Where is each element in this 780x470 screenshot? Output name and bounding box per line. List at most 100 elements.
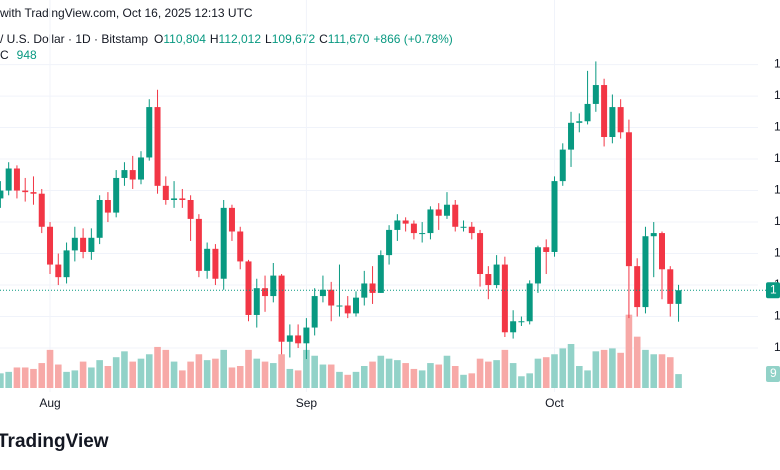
volume-bar bbox=[46, 349, 54, 388]
volume-bar bbox=[369, 361, 376, 388]
candle-body bbox=[369, 283, 376, 293]
candle-body bbox=[609, 107, 616, 138]
candle-body bbox=[63, 250, 70, 278]
volume-bar bbox=[576, 366, 583, 388]
volume-bar bbox=[121, 351, 128, 388]
y-tick-label: 1 bbox=[774, 120, 780, 134]
chart-title: with TradingView.com, Oct 16, 2025 12:13… bbox=[0, 6, 253, 20]
candle-body bbox=[468, 226, 475, 234]
volume-bar bbox=[311, 355, 318, 388]
volume-bar bbox=[443, 355, 451, 388]
candle-body bbox=[493, 264, 500, 286]
candle-body bbox=[568, 122, 575, 150]
candle-body bbox=[113, 177, 120, 213]
volume-bar bbox=[476, 358, 484, 388]
y-tick-label: 1 bbox=[774, 309, 780, 323]
ohlc-value: 111,670 bbox=[328, 32, 370, 46]
y-tick-label: 1 bbox=[774, 246, 780, 260]
volume-bar bbox=[104, 366, 112, 388]
y-tick-label: 1 bbox=[774, 151, 780, 165]
candle-body bbox=[501, 264, 508, 333]
volume-bar bbox=[5, 371, 12, 388]
candle-body bbox=[518, 321, 525, 323]
volume-bar bbox=[228, 367, 236, 388]
volume-bar bbox=[485, 361, 492, 388]
candle-body bbox=[220, 207, 227, 279]
volume-bar bbox=[509, 363, 517, 388]
ohlc-value: 109,672 bbox=[272, 32, 316, 46]
volume-bar bbox=[88, 367, 95, 388]
volume-bar bbox=[518, 376, 525, 388]
candle-body bbox=[286, 335, 293, 342]
candle-body bbox=[576, 121, 583, 123]
candle-body bbox=[245, 261, 252, 315]
last-volume-tag bbox=[766, 366, 780, 382]
volume-bar bbox=[427, 363, 434, 388]
candle-body bbox=[601, 85, 608, 138]
candle-body bbox=[154, 107, 161, 186]
volume-bar bbox=[170, 361, 178, 388]
volume-bar bbox=[402, 363, 409, 388]
candle-body bbox=[534, 247, 541, 284]
ohlc-legend: / U.S. Dollar · 1D · Bitstamp O110,804 H11… bbox=[0, 32, 453, 46]
volume-bar bbox=[377, 355, 385, 388]
y-tick-label: 1 bbox=[774, 214, 780, 228]
volume-bar bbox=[261, 361, 269, 388]
candle-body bbox=[510, 321, 517, 333]
candle-body bbox=[228, 207, 235, 232]
volume-bar bbox=[195, 354, 203, 388]
volume-bar bbox=[245, 349, 252, 388]
volume-bar bbox=[617, 352, 624, 388]
candle-body bbox=[295, 335, 302, 344]
candle-body bbox=[253, 288, 260, 315]
ohlc-prefix: O bbox=[154, 32, 163, 46]
candle-body bbox=[353, 297, 360, 314]
volume-bar bbox=[567, 344, 575, 388]
candle-body bbox=[38, 193, 45, 227]
volume-bar bbox=[112, 357, 120, 388]
candle-body bbox=[419, 233, 426, 235]
volume-bar bbox=[79, 361, 87, 388]
volume-bar bbox=[220, 349, 227, 388]
volume-bar bbox=[385, 358, 393, 388]
y-tick-label: 1 bbox=[774, 340, 780, 354]
candle-body bbox=[204, 248, 211, 271]
volume-bar bbox=[162, 349, 170, 388]
ohlc-prefix: L bbox=[265, 32, 272, 46]
x-tick-label: Oct bbox=[545, 396, 564, 410]
volume-bar bbox=[493, 360, 500, 388]
volume-bar bbox=[270, 363, 277, 388]
volume-bar bbox=[129, 361, 137, 388]
volume-bar bbox=[394, 360, 401, 388]
candle-body bbox=[311, 296, 318, 328]
candle-body bbox=[460, 226, 467, 228]
candle-body bbox=[386, 229, 393, 256]
volume-bar bbox=[675, 374, 682, 388]
volume-bar bbox=[344, 374, 352, 388]
volume-bar bbox=[203, 360, 211, 388]
volume-name: C bbox=[0, 48, 9, 62]
volume-bar bbox=[278, 354, 285, 388]
volume-bar bbox=[327, 364, 335, 388]
ohlc-value: 110,804 bbox=[163, 32, 206, 46]
candle-body bbox=[328, 289, 335, 306]
candle-body bbox=[104, 200, 111, 213]
volume-bar bbox=[451, 366, 459, 388]
candle-body bbox=[71, 237, 78, 251]
volume-bar bbox=[658, 354, 666, 388]
candle-body bbox=[270, 275, 277, 297]
candle-body bbox=[303, 327, 310, 344]
candle-body bbox=[477, 233, 484, 275]
candle-body bbox=[427, 209, 434, 234]
candle-body bbox=[179, 198, 186, 200]
candle-body bbox=[625, 132, 632, 267]
candle-body bbox=[47, 226, 54, 265]
volume-bar bbox=[38, 363, 46, 388]
volume-bar bbox=[435, 364, 443, 388]
candle-body bbox=[336, 305, 343, 307]
volume-bar bbox=[336, 371, 343, 388]
candle-body bbox=[22, 190, 29, 193]
y-tick-label: 1 bbox=[774, 57, 780, 71]
candle-body bbox=[402, 220, 409, 224]
candle-body bbox=[121, 170, 128, 178]
